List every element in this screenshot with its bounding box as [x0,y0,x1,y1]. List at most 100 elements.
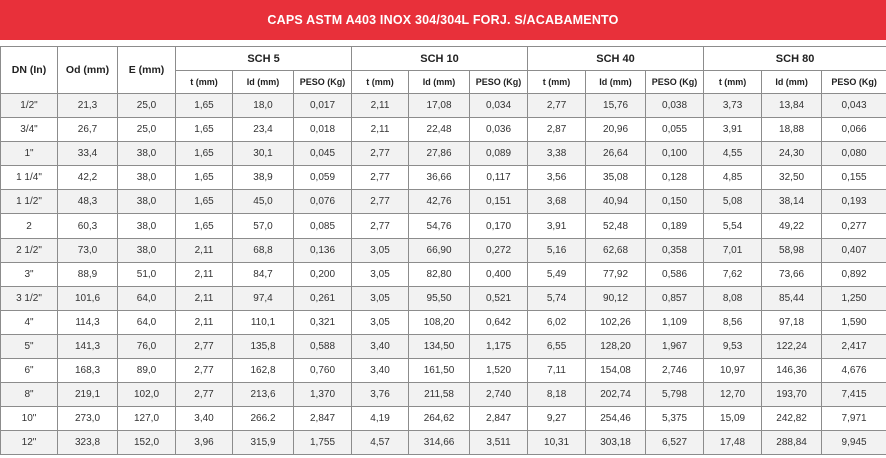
cell-sch40-peso: 6,527 [645,430,705,456]
cell-dn: 8" [0,382,58,408]
cell-sch80-peso: 4,676 [821,358,886,384]
cell-sch40-t: 3,68 [527,189,587,215]
cell-sch80-peso: 0,892 [821,261,886,287]
cell-sch5-id: 18,0 [232,92,294,119]
cell-od: 101,6 [57,285,118,311]
cell-sch40-t: 6,02 [527,309,587,335]
cell-od: 114,3 [57,309,118,335]
cell-sch10-t: 3,05 [351,237,410,263]
table-row: 4" 114,3 64,0 2,11 110,1 0,321 3,05 108,20 0,642… [0,309,886,335]
cell-od: 323,8 [57,430,118,456]
cell-dn: 5" [0,333,58,360]
cell-e: 152,0 [117,430,176,456]
cell-sch10-t: 2,11 [351,117,410,143]
cell-sch40-t: 3,91 [527,213,587,239]
cell-od: 273,0 [57,406,118,432]
cell-e: 38,0 [117,189,176,215]
cell-sch40-peso: 5,375 [645,406,705,432]
cell-e: 25,0 [117,92,176,119]
cell-sch5-id: 266.2 [232,406,294,432]
cell-sch10-peso: 1,175 [469,333,529,360]
cell-sch5-id: 38,9 [232,165,294,191]
cell-sch40-peso: 0,100 [645,141,705,167]
cell-sch5-peso: 0,588 [292,333,353,360]
cell-sch80-t: 5,54 [703,213,763,239]
cell-sch80-peso: 1,250 [821,285,886,311]
cell-sch10-id: 27,86 [408,141,471,167]
cell-sch80-peso: 0,407 [821,237,886,263]
table-title: CAPS ASTM A403 INOX 304/304L FORJ. S/ACA… [0,0,886,40]
cell-sch5-peso: 0,076 [292,189,353,215]
header-t: t (mm) [527,70,587,94]
table-row: 2 60,3 38,0 1,65 57,0 0,085 2,77 54,76 0,170 3,91… [0,213,886,239]
cell-sch40-id: 102,26 [585,309,647,335]
cell-sch80-peso: 0,080 [821,141,886,167]
cell-dn: 2 [0,213,58,239]
cell-dn: 1 1/2" [0,189,58,215]
cell-sch10-id: 264,62 [408,406,471,432]
cell-sch40-peso: 0,055 [645,117,705,143]
cell-sch10-id: 36,66 [408,165,471,191]
cell-sch80-id: 32,50 [761,165,823,191]
cell-sch40-peso: 0,189 [645,213,705,239]
header-peso: PESO (Kg) [469,70,529,94]
cell-sch10-peso: 0,642 [469,309,529,335]
cell-sch10-peso: 0,170 [469,213,529,239]
cell-dn: 1 1/4" [0,165,58,191]
caps-spec-table: DN (In) Od (mm) E (mm) SCH 5 SCH 10 SCH … [0,46,886,456]
cell-sch5-t: 2,11 [175,237,233,263]
cell-sch80-peso: 0,043 [821,92,886,119]
cell-sch40-t: 2,77 [527,92,587,119]
cell-sch10-id: 17,08 [408,92,471,119]
table-row: 1" 33,4 38,0 1,65 30,1 0,045 2,77 27,86 0,089 3,3… [0,141,886,167]
cell-sch80-t: 9,53 [703,333,763,360]
cell-sch5-id: 84,7 [232,261,294,287]
cell-sch5-peso: 0,045 [292,141,353,167]
cell-sch40-t: 5,16 [527,237,587,263]
cell-sch40-t: 9,27 [527,406,587,432]
cell-sch5-t: 1,65 [175,189,233,215]
cell-sch5-peso: 2,847 [292,406,353,432]
cell-sch10-t: 2,77 [351,141,410,167]
cell-sch10-id: 134,50 [408,333,471,360]
table-row: 8" 219,1 102,0 2,77 213,6 1,370 3,76 211,58 2,74… [0,382,886,408]
cell-sch40-t: 3,38 [527,141,587,167]
header-id: Id (mm) [232,70,294,94]
cell-sch5-t: 1,65 [175,92,233,119]
cell-dn: 1" [0,141,58,167]
cell-sch5-t: 1,65 [175,141,233,167]
cell-sch10-id: 95,50 [408,285,471,311]
cell-sch5-t: 1,65 [175,117,233,143]
cell-sch40-peso: 0,358 [645,237,705,263]
cell-sch80-id: 58,98 [761,237,823,263]
header-id: Id (mm) [761,70,823,94]
cell-sch40-t: 5,74 [527,285,587,311]
cell-sch5-t: 2,11 [175,309,233,335]
cell-sch5-id: 45,0 [232,189,294,215]
cell-sch5-peso: 0,200 [292,261,353,287]
cell-e: 89,0 [117,358,176,384]
cell-sch5-id: 30,1 [232,141,294,167]
cell-od: 168,3 [57,358,118,384]
cell-sch10-id: 108,20 [408,309,471,335]
cell-sch40-id: 128,20 [585,333,647,360]
table-row: 3 1/2" 101,6 64,0 2,11 97,4 0,261 3,05 95,50 0,5… [0,285,886,311]
cell-sch10-peso: 0,034 [469,92,529,119]
header-sch80: SCH 80 [703,46,886,71]
cell-od: 48,3 [57,189,118,215]
cell-sch40-id: 254,46 [585,406,647,432]
cell-sch40-t: 2,87 [527,117,587,143]
table-row: 2 1/2" 73,0 38,0 2,11 68,8 0,136 3,05 66,90 0,27… [0,237,886,263]
cell-sch80-id: 193,70 [761,382,823,408]
cell-sch80-t: 4,55 [703,141,763,167]
header-t: t (mm) [351,70,410,94]
cell-sch40-t: 6,55 [527,333,587,360]
cell-sch10-t: 4,57 [351,430,410,456]
header-sch10: SCH 10 [351,46,529,71]
cell-dn: 4" [0,309,58,335]
cell-sch40-t: 3,56 [527,165,587,191]
cell-sch10-id: 161,50 [408,358,471,384]
cell-od: 141,3 [57,333,118,360]
cell-sch80-peso: 0,277 [821,213,886,239]
cell-sch80-peso: 7,415 [821,382,886,408]
